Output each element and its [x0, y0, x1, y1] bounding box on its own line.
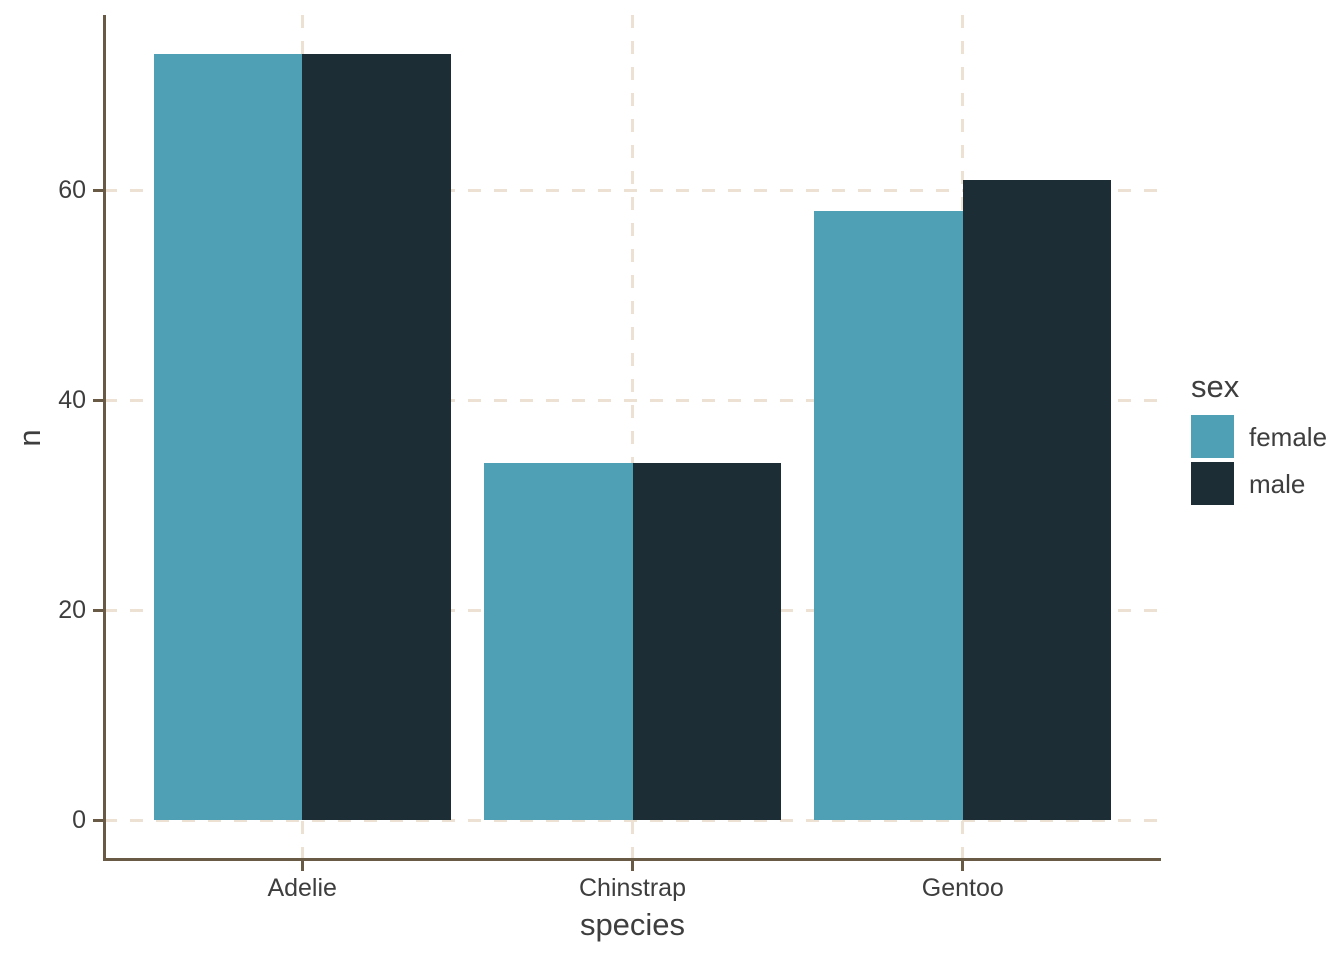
- bar-chinstrap-male: [632, 463, 782, 820]
- gridline-x-chinstrap: [631, 15, 634, 860]
- x-tick-gentoo: [961, 861, 965, 871]
- legend-items: female male: [1191, 415, 1327, 505]
- y-axis-title: n: [12, 428, 47, 447]
- legend-swatch-male: [1191, 462, 1234, 505]
- x-axis-line: [103, 858, 1161, 861]
- x-tick-adelie: [300, 861, 304, 871]
- y-tick-label-60: 60: [58, 176, 86, 204]
- legend-title: sex: [1191, 369, 1240, 404]
- y-tick-20: [93, 608, 103, 612]
- bar-gentoo-male: [962, 179, 1112, 820]
- y-tick-label-40: 40: [58, 386, 86, 414]
- legend-label-female: female: [1249, 421, 1328, 452]
- bar-adelie-male: [302, 53, 451, 820]
- legend: sex female male: [1191, 371, 1327, 509]
- x-axis-title: species: [579, 907, 686, 942]
- x-tick-label-chinstrap: Chinstrap: [579, 874, 686, 902]
- y-tick-0: [93, 818, 103, 822]
- legend-label-male: male: [1249, 468, 1306, 499]
- gridline-y-40: [104, 398, 1161, 402]
- x-tick-label-adelie: Adelie: [267, 874, 337, 902]
- bar-adelie-female: [153, 53, 303, 820]
- y-tick-60: [93, 188, 103, 192]
- bar-gentoo-female: [814, 211, 963, 820]
- bar-chinstrap-female: [483, 463, 633, 820]
- gridline-y-60: [104, 188, 1161, 192]
- y-tick-40: [93, 398, 103, 402]
- legend-item-male: male: [1191, 462, 1327, 505]
- legend-item-female: female: [1191, 415, 1327, 458]
- gridline-y-0: [104, 818, 1161, 822]
- legend-swatch-female: [1191, 415, 1234, 458]
- x-tick-label-gentoo: Gentoo: [921, 874, 1004, 902]
- x-tick-chinstrap: [631, 861, 634, 871]
- y-tick-label-20: 20: [58, 596, 86, 624]
- y-tick-label-0: 0: [72, 806, 86, 834]
- y-axis-line: [103, 15, 106, 860]
